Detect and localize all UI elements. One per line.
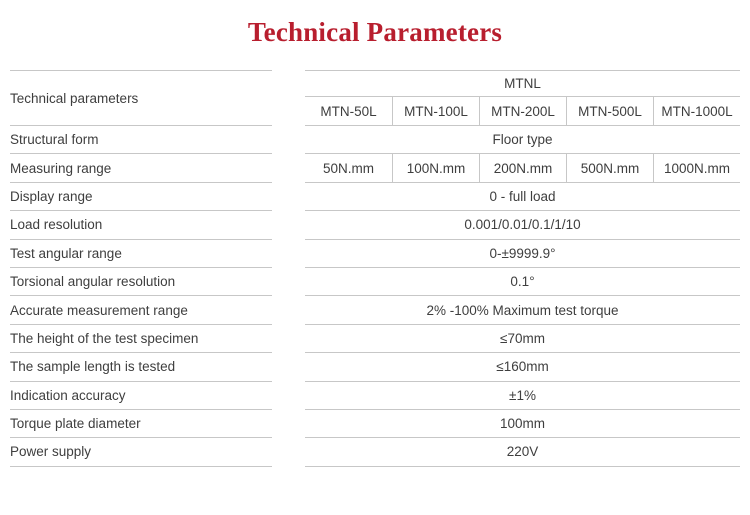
row-value-cell: 100N.mm (392, 154, 479, 183)
row-value: 0 - full load (305, 183, 741, 212)
model-header-cell: MTN-100L (392, 97, 479, 126)
row-label: Display range (10, 183, 272, 212)
row-value: Floor type (305, 126, 741, 155)
table-row: Accurate measurement range 2% -100% Maxim… (10, 296, 741, 325)
table-row: Measuring range 50N.mm 100N.mm 200N.mm 500N.… (10, 154, 741, 183)
group-header-row: Technical parameters MTNL (10, 70, 741, 126)
table-row: Test angular range 0-±9999.9° (10, 240, 741, 268)
table-body: Technical parameters MTNL MTN-50L MTN-100… (10, 70, 741, 467)
model-header-row: MTN-50L MTN-100L MTN-200L MTN-500L MTN-1000L (10, 97, 741, 126)
row-value: ±1% (305, 382, 741, 410)
row-value: 220V (305, 438, 741, 467)
row-value: 2% -100% Maximum test torque (305, 296, 741, 325)
row-label: Power supply (10, 438, 272, 467)
row-label: The height of the test specimen (10, 325, 272, 354)
table-row: Load resolution 0.001/0.01/0.1/1/10 (10, 211, 741, 240)
row-label: Torque plate diameter (10, 410, 272, 439)
table-row: Torque plate diameter 100mm (10, 410, 741, 439)
table-row: Power supply 220V (10, 438, 741, 467)
row-value: ≤160mm (305, 353, 741, 382)
row-label: Accurate measurement range (10, 296, 272, 325)
row-value: 0-±9999.9° (305, 240, 741, 268)
model-header-cell: MTN-200L (479, 97, 566, 126)
table-row: Display range 0 - full load (10, 183, 741, 212)
row-value-cell: 200N.mm (479, 154, 566, 183)
column-gap (272, 70, 305, 467)
table-row: The height of the test specimen ≤70mm (10, 325, 741, 354)
row-label: Torsional angular resolution (10, 268, 272, 297)
table-row: Indication accuracy ±1% (10, 382, 741, 410)
page: Technical Parameters Technical parameter… (0, 17, 750, 515)
row-label: Structural form (10, 126, 272, 155)
table-row: The sample length is tested ≤160mm (10, 353, 741, 382)
row-label: Test angular range (10, 240, 272, 268)
row-label: Indication accuracy (10, 382, 272, 410)
group-name-cell: MTNL (305, 70, 741, 97)
model-header-cell: MTN-1000L (653, 97, 741, 126)
row-value: 100mm (305, 410, 741, 439)
corner-label: Technical parameters (10, 70, 272, 126)
row-label: The sample length is tested (10, 353, 272, 382)
model-header-cell: MTN-50L (305, 97, 392, 126)
row-value: 0.1° (305, 268, 741, 297)
row-label: Measuring range (10, 154, 272, 183)
row-value-cell: 500N.mm (566, 154, 653, 183)
row-value: ≤70mm (305, 325, 741, 354)
row-value-cell: 1000N.mm (653, 154, 741, 183)
page-title: Technical Parameters (247, 17, 503, 47)
row-value-cell: 50N.mm (305, 154, 392, 183)
table-row: Structural form Floor type (10, 126, 741, 155)
row-value: 0.001/0.01/0.1/1/10 (305, 211, 741, 240)
technical-parameters-table: Technical parameters MTNL MTN-50L MTN-100… (10, 70, 741, 467)
model-header-cell: MTN-500L (566, 97, 653, 126)
table-row: Torsional angular resolution 0.1° (10, 268, 741, 297)
row-label: Load resolution (10, 211, 272, 240)
